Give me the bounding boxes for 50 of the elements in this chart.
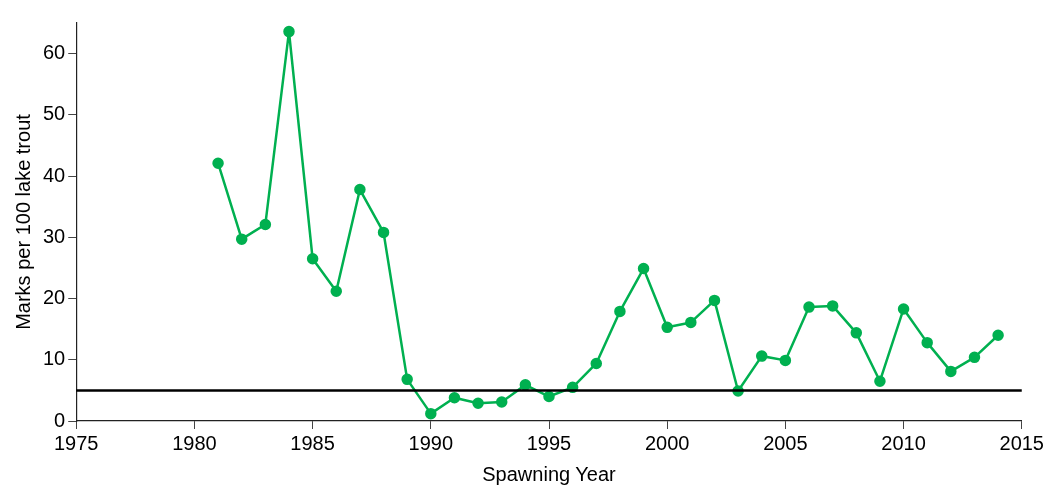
point bbox=[519, 379, 532, 391]
point bbox=[850, 327, 863, 339]
point bbox=[425, 407, 437, 420]
point bbox=[779, 354, 792, 367]
point bbox=[306, 252, 319, 265]
point bbox=[472, 397, 484, 409]
point bbox=[614, 305, 626, 318]
point bbox=[235, 233, 248, 245]
point bbox=[755, 350, 768, 362]
y-axis-title: Marks per 100 lake trout bbox=[11, 113, 34, 330]
point bbox=[448, 391, 461, 404]
x-tick-label: 2000 bbox=[644, 431, 690, 454]
point bbox=[708, 294, 721, 307]
point bbox=[874, 375, 886, 387]
point bbox=[354, 183, 366, 196]
x-tick-label: 2005 bbox=[763, 431, 808, 454]
point bbox=[826, 300, 839, 312]
point bbox=[992, 329, 1004, 342]
point bbox=[661, 321, 673, 334]
point bbox=[897, 303, 910, 315]
point bbox=[803, 301, 815, 313]
x-tick-label: 1975 bbox=[54, 431, 99, 454]
point bbox=[968, 351, 981, 364]
point bbox=[283, 25, 295, 38]
point bbox=[945, 365, 957, 378]
y-tick-label: 60 bbox=[43, 41, 66, 64]
point bbox=[495, 396, 508, 408]
x-tick-label: 2010 bbox=[881, 431, 926, 454]
y-tick-label: 20 bbox=[43, 286, 66, 309]
x-tick-label: 1980 bbox=[172, 431, 217, 454]
point bbox=[212, 157, 224, 169]
point bbox=[921, 336, 933, 349]
point bbox=[637, 262, 650, 275]
y-tick-label: 0 bbox=[54, 408, 66, 431]
x-tick-label: 1985 bbox=[290, 431, 335, 454]
x-tick-label: 2015 bbox=[999, 431, 1044, 454]
y-tick-label: 30 bbox=[43, 224, 66, 247]
point bbox=[259, 218, 272, 231]
point bbox=[590, 357, 603, 370]
point bbox=[401, 373, 413, 386]
point bbox=[377, 226, 390, 239]
point bbox=[330, 285, 343, 297]
x-axis-title: Spawning Year bbox=[482, 462, 617, 485]
point bbox=[685, 316, 697, 329]
x-tick-label: 1995 bbox=[526, 431, 572, 454]
y-tick-label: 10 bbox=[43, 347, 66, 370]
y-tick-label: 50 bbox=[43, 102, 66, 125]
point bbox=[543, 390, 555, 403]
x-tick-label: 1990 bbox=[408, 431, 454, 454]
y-tick-label: 40 bbox=[43, 163, 66, 186]
